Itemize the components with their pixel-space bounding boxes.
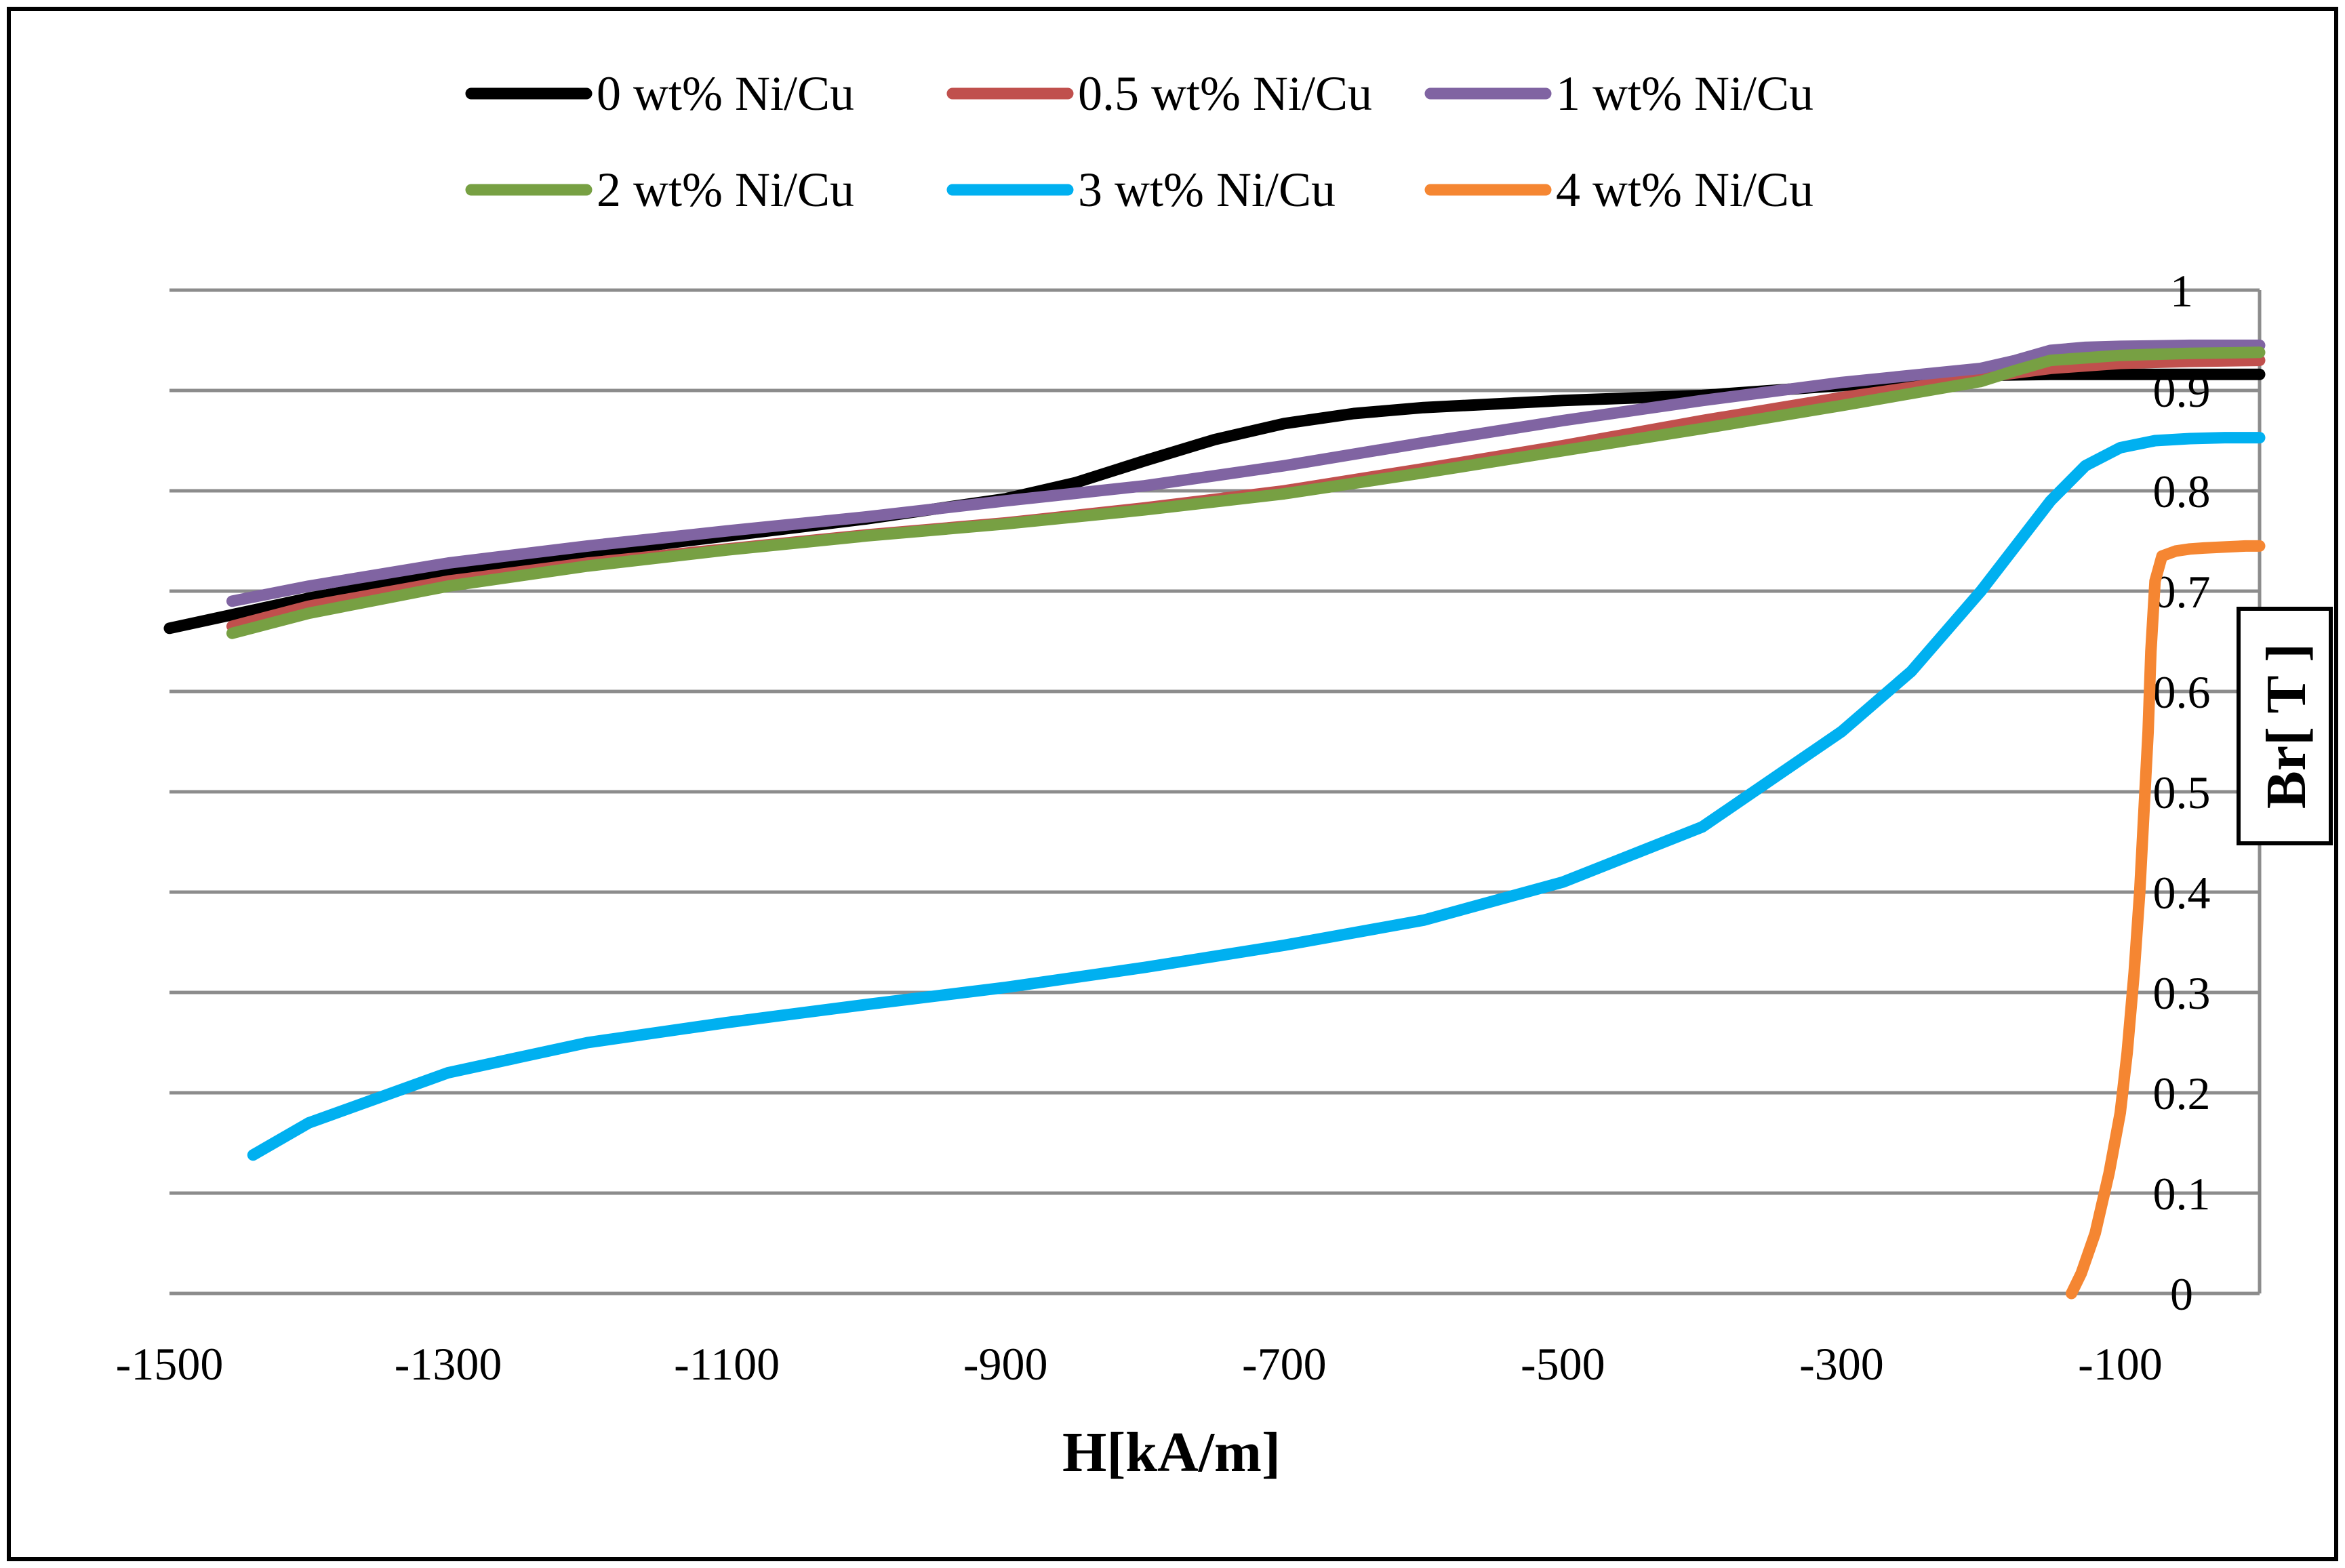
x-tick-label: -700 — [1242, 1338, 1327, 1390]
x-axis-title: H[kA/m] — [1062, 1421, 1281, 1484]
y-tick-label: 0.6 — [2153, 666, 2211, 718]
x-tick-label: -1500 — [116, 1338, 224, 1390]
y-axis-title: Br[ T ] — [2255, 643, 2318, 809]
legend-label-2: 1 wt% Ni/Cu — [1556, 66, 1813, 121]
legend-label-3: 2 wt% Ni/Cu — [597, 163, 854, 217]
y-tick-label: 0.2 — [2153, 1068, 2211, 1119]
legend-label-0: 0 wt% Ni/Cu — [597, 66, 854, 121]
series-line-5 — [2066, 540, 2266, 1300]
x-tick-label: -1300 — [395, 1338, 502, 1390]
x-tick-label: -300 — [1799, 1338, 1884, 1390]
legend-label-1: 0.5 wt% Ni/Cu — [1078, 66, 1372, 121]
y-axis-title-box: Br[ T ] — [2237, 607, 2333, 845]
x-tick-label: -900 — [963, 1338, 1048, 1390]
y-tick-label: 0.4 — [2153, 867, 2211, 919]
y-tick-labels: 00.10.20.30.40.50.60.70.80.91 — [2153, 265, 2211, 1320]
y-tick-label: 0.1 — [2153, 1168, 2211, 1220]
y-tick-label: 0.3 — [2153, 967, 2211, 1019]
x-tick-label: -500 — [1521, 1338, 1605, 1390]
x-tick-label: -1100 — [674, 1338, 780, 1390]
series-lines — [163, 339, 2266, 1300]
y-tick-label: 0.5 — [2153, 767, 2211, 818]
x-tick-labels: -1500 -1300 -1100 -900 -700 -500 -300 -100 — [116, 1338, 2163, 1390]
y-tick-label: 0 — [2170, 1268, 2193, 1320]
series-line-2 — [226, 339, 2266, 607]
chart-border — [7, 7, 2338, 1561]
legend: 0 wt% Ni/Cu 0.5 wt% Ni/Cu 1 wt% Ni/Cu 2 wt%… — [465, 66, 1813, 217]
y-tick-label: 0.8 — [2153, 466, 2211, 517]
x-tick-label: -100 — [2078, 1338, 2163, 1390]
legend-label-4: 3 wt% Ni/Cu — [1078, 163, 1336, 217]
series-line-4 — [247, 432, 2266, 1161]
series-line-3 — [226, 346, 2266, 639]
y-axis-title-frame — [2237, 607, 2333, 845]
legend-label-5: 4 wt% Ni/Cu — [1556, 163, 1813, 217]
y-tick-label: 1 — [2170, 265, 2193, 317]
